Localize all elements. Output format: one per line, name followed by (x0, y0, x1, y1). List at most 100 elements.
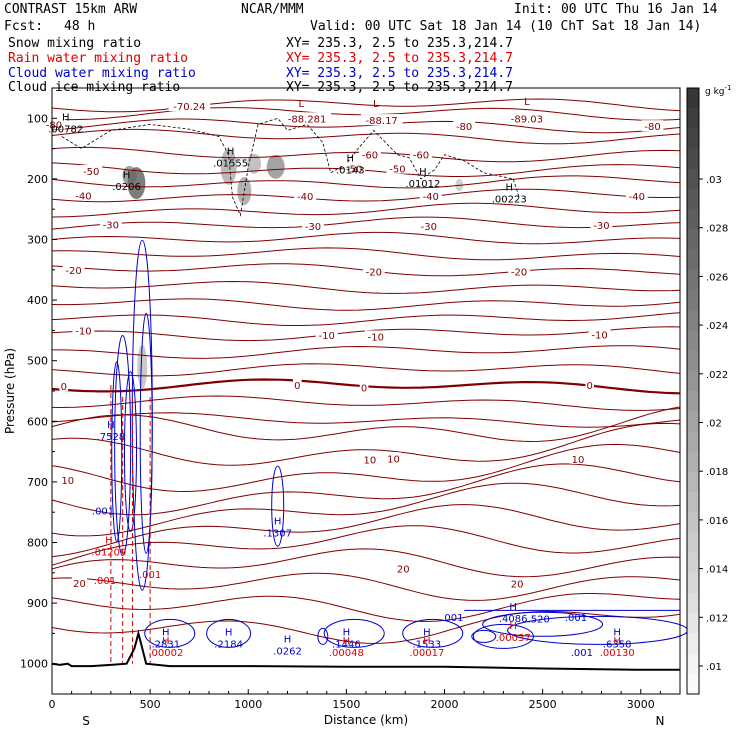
extremum-value-10: .1307 (263, 529, 292, 540)
extremum-mark-12: H (225, 627, 233, 638)
temp-label-bg (359, 381, 369, 393)
cloud-ice-contour-line (61, 117, 520, 217)
rain-water-contours (110, 384, 151, 664)
y-tick-label-7: 800 (27, 537, 48, 550)
temp-label-4: -80 (46, 120, 62, 131)
colorbar-band (687, 168, 699, 190)
colorbar-band (687, 431, 699, 453)
isotherm-line (51, 216, 681, 230)
temp-label-bg (59, 380, 69, 392)
extremum-value-23: .00130 (600, 648, 635, 659)
extremum-value-4: .01012 (405, 179, 440, 190)
extremum-mark-22: H (509, 621, 517, 632)
colorbar-band (687, 310, 699, 331)
colorbar-band (687, 593, 699, 614)
snow-shade-blob (122, 165, 137, 186)
extremum-value-18: .01209 (91, 547, 126, 558)
colorbar-band (687, 552, 699, 574)
contour-value-label-2: .001 (565, 613, 587, 624)
cloud-water-contour (317, 627, 329, 645)
temp-label-8: -60 (413, 151, 429, 162)
extremum-value-16: .4086 (499, 614, 528, 625)
colorbar-band (687, 411, 699, 432)
temp-label-23: -10 (75, 326, 91, 337)
temp-label-6: -80 (644, 122, 660, 133)
isotherm-line (51, 231, 681, 245)
contour-value-label-1: .001 (441, 613, 463, 624)
extremum-mark-20: H (343, 636, 351, 647)
isotherm-line (51, 422, 681, 466)
isotherm-line (51, 298, 681, 311)
x-tick-label-6: 3000 (627, 698, 655, 711)
field-xy-rain: XY= 235.3, 2.5 to 235.3,214.7 (286, 51, 513, 66)
snow-shade-blob (266, 154, 285, 179)
temp-label-14: -40 (423, 192, 439, 203)
temp-label-bg (570, 452, 586, 464)
temp-label-bg (362, 453, 378, 465)
field-xy-snow: XY= 235.3, 2.5 to 235.3,214.7 (286, 36, 513, 51)
y-tick-label-3: 400 (27, 294, 48, 307)
colorbar-tick-label-4: .018 (706, 467, 728, 478)
x-tick-label-5: 2500 (529, 698, 557, 711)
cloud-water-contour (139, 312, 153, 554)
temp-label-21: -20 (366, 268, 382, 279)
temp-label-2: -88.17 (366, 116, 398, 127)
isotherm-line (51, 525, 681, 566)
field-name-cloud-water: Cloud water mixing ratio (8, 66, 196, 81)
temp-label-bg (80, 165, 103, 177)
y-tick-label-9: 1000 (20, 658, 48, 671)
extremum-value-3: .0143 (336, 166, 365, 177)
temp-label-37: 20 (511, 580, 524, 591)
isotherm-line (51, 202, 681, 218)
colorbar-band (687, 572, 699, 594)
temp-label-30: 0 (587, 381, 593, 392)
extremum-value-5: .00223 (492, 195, 527, 206)
cloud-water-contour (114, 335, 132, 557)
isotherm-line (51, 162, 681, 177)
extremum-value-20: .00048 (329, 648, 364, 659)
isotherm-line (51, 363, 681, 377)
extremum-mark-14: H (343, 627, 351, 638)
colorbar-tick-label-0: .01 (706, 662, 722, 673)
temp-label-bg (385, 452, 402, 464)
contour-labels: -70.24 -88.281 -88.17 -89.03 -80 -80 -80 -60 -60… (43, 97, 664, 659)
y-tick-label-8: 900 (27, 597, 48, 610)
temp-label-31: 10 (61, 476, 74, 487)
extremum-value-14: .1446 (332, 639, 361, 650)
y-tick-label-2: 300 (27, 234, 48, 247)
isotherm-line (52, 345, 681, 359)
snow-shade-blob (237, 177, 252, 206)
header-fcst-label: Fcst: (4, 19, 44, 34)
temp-label-bg (585, 378, 595, 390)
temp-label-bg (43, 118, 65, 130)
extremum-mark-6: L (298, 99, 304, 110)
temp-label-bg (410, 148, 432, 160)
temp-label-bg (590, 218, 613, 230)
isotherm-line (51, 504, 681, 558)
terrain-line (51, 629, 680, 671)
x-tick-label-0: 0 (49, 698, 56, 711)
temp-label-bg (315, 329, 338, 341)
extremum-mark-2: H (227, 146, 235, 157)
y-axis-label: Pressure (hPa) (3, 348, 17, 434)
isotherm-line (51, 98, 681, 113)
temp-label-25: -10 (368, 332, 384, 343)
colorbar-frame (686, 87, 700, 695)
colorbar-tick-label-5: .02 (706, 419, 722, 430)
cloud-water-contour (402, 618, 464, 648)
y-tick-label-1: 200 (27, 173, 48, 186)
isotherm-line (51, 463, 681, 516)
temp-label-35: 20 (73, 579, 86, 590)
temp-label-15: -40 (629, 192, 645, 203)
colorbar-band (687, 209, 699, 230)
header-org: NCAR/MMM (241, 2, 304, 17)
colorbar-band (687, 471, 699, 493)
colorbar-tick-label-9: .028 (706, 224, 728, 235)
temp-label-17: -30 (305, 222, 321, 233)
temp-label-28: 0 (294, 381, 300, 392)
isotherm-line (51, 611, 681, 644)
colorbar-unit-text: g kg (705, 87, 725, 97)
contour-value-label-0: .001 (92, 506, 114, 517)
temp-label-32: 10 (364, 455, 377, 466)
colorbar-tick-label-2: .014 (706, 565, 728, 576)
